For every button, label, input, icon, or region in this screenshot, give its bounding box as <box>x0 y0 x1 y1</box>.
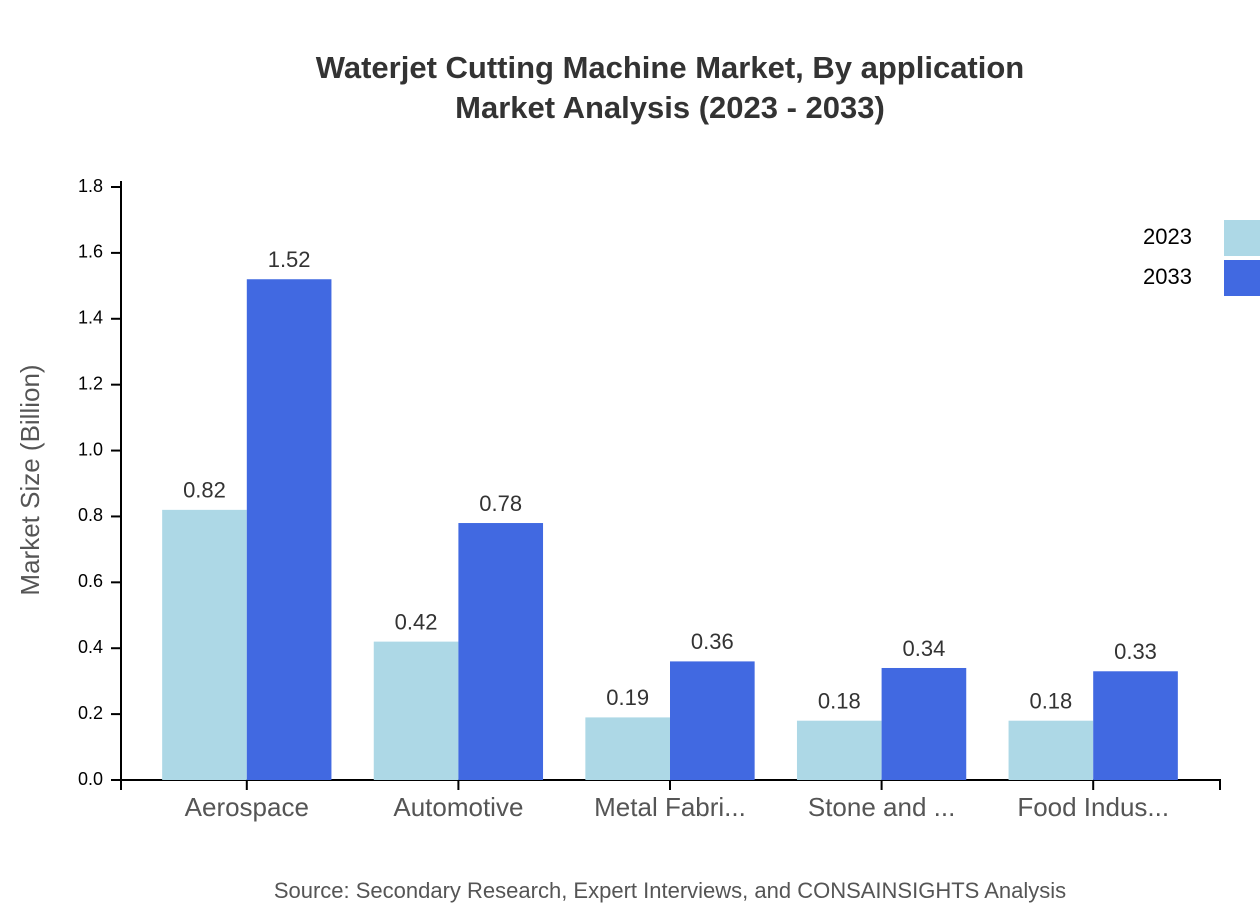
y-tick-label: 1.2 <box>78 373 103 393</box>
data-label: 0.33 <box>1114 639 1157 664</box>
data-label: 1.52 <box>268 247 311 272</box>
x-tick-label: Stone and ... <box>808 792 955 822</box>
y-tick-label: 0.2 <box>78 703 103 723</box>
bar <box>796 720 882 780</box>
data-label: 0.34 <box>903 636 946 661</box>
data-label: 0.19 <box>606 685 649 710</box>
data-label: 0.18 <box>1029 689 1072 714</box>
bar <box>585 717 670 780</box>
data-label: 0.78 <box>479 491 522 516</box>
bar <box>881 667 967 780</box>
y-tick-label: 0.8 <box>78 505 103 525</box>
bar <box>162 509 247 780</box>
y-tick-label: 0.0 <box>78 769 103 789</box>
source-note: Source: Secondary Research, Expert Inter… <box>274 878 1066 903</box>
y-tick-label: 1.6 <box>78 242 103 262</box>
data-label: 0.42 <box>395 609 438 634</box>
y-tick-label: 1.8 <box>78 176 103 196</box>
y-axis-label: Market Size (Billion) <box>15 364 45 595</box>
chart-title: Waterjet Cutting Machine Market, By appl… <box>316 50 1025 85</box>
bar <box>1093 671 1178 780</box>
data-label: 0.36 <box>691 629 734 654</box>
bar <box>458 523 544 780</box>
x-tick-label: Metal Fabri... <box>594 792 746 822</box>
legend-label: 2033 <box>1143 264 1192 289</box>
x-tick-label: Automotive <box>393 792 523 822</box>
bar <box>246 279 332 780</box>
legend-label: 2023 <box>1143 224 1192 249</box>
y-tick-label: 1.4 <box>78 308 103 328</box>
data-label: 0.18 <box>818 689 861 714</box>
y-tick-label: 0.6 <box>78 571 103 591</box>
x-tick-label: Food Indus... <box>1017 792 1169 822</box>
bar <box>1008 720 1094 780</box>
y-tick-label: 1.0 <box>78 439 103 459</box>
legend-swatch <box>1224 220 1260 256</box>
bar <box>373 641 459 780</box>
chart-subtitle: Market Analysis (2023 - 2033) <box>455 90 885 125</box>
legend-swatch <box>1224 260 1260 296</box>
y-tick-label: 0.4 <box>78 637 103 657</box>
bar <box>670 661 755 780</box>
x-tick-label: Aerospace <box>185 792 309 822</box>
data-label: 0.82 <box>183 478 226 503</box>
